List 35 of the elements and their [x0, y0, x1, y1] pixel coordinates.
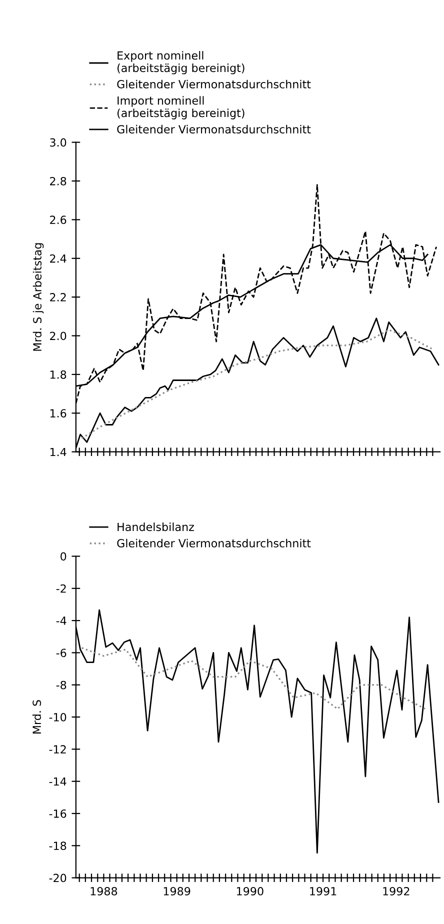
legend-label: Handelsbilanz: [118, 522, 194, 532]
legend-label: Gleitender Viermonatsdurchschnitt: [117, 124, 311, 134]
y-tick-label: -12: [49, 745, 66, 754]
x-tick-label: 1988: [90, 887, 118, 896]
line-series: [80, 647, 426, 710]
y-tick-label: 1.4: [50, 448, 66, 456]
y-tick-label: 2.6: [50, 216, 66, 224]
y-tick-label: 2.2: [50, 293, 66, 302]
x-tick-label: 1991: [310, 887, 336, 896]
y-tick-label: 3.0: [50, 138, 66, 147]
y-tick-label: -2: [56, 584, 66, 593]
y-tick-label: 1.8: [50, 370, 66, 379]
x-tick-label: 1989: [164, 887, 190, 896]
y-tick-label: -10: [49, 713, 66, 722]
y-tick-label: -6: [56, 648, 66, 658]
y-tick-label: 1.6: [50, 409, 66, 418]
y-tick-label: -20: [49, 874, 66, 882]
y-axis-title: Mrd. S je Arbeitstag: [32, 243, 44, 351]
y-tick-label: 0: [60, 552, 66, 561]
x-tick-label: 1992: [383, 887, 410, 896]
y-tick-label: 2.8: [50, 176, 66, 186]
y-tick-label: -18: [49, 842, 66, 850]
line-series: [80, 329, 434, 440]
y-axis-title: Mrd. S: [32, 700, 42, 734]
y-tick-label: -4: [56, 616, 66, 625]
legend-label: Export nominell (arbeitstägig bereinigt): [117, 51, 244, 74]
y-tick-label: -14: [49, 777, 66, 786]
legend-label: Gleitender Viermonatsdurchschnitt: [117, 538, 311, 548]
y-tick-label: 2.0: [50, 332, 66, 340]
legend-label: Import nominell (arbeitstägig bereinigt): [117, 96, 244, 120]
y-tick-label: 2.4: [50, 254, 66, 263]
legend-label: Gleitender Viermonatsdurchschnitt: [117, 80, 311, 88]
y-tick-label: -16: [49, 809, 66, 818]
x-tick-label: 1990: [237, 887, 264, 896]
y-tick-label: -8: [56, 680, 66, 690]
